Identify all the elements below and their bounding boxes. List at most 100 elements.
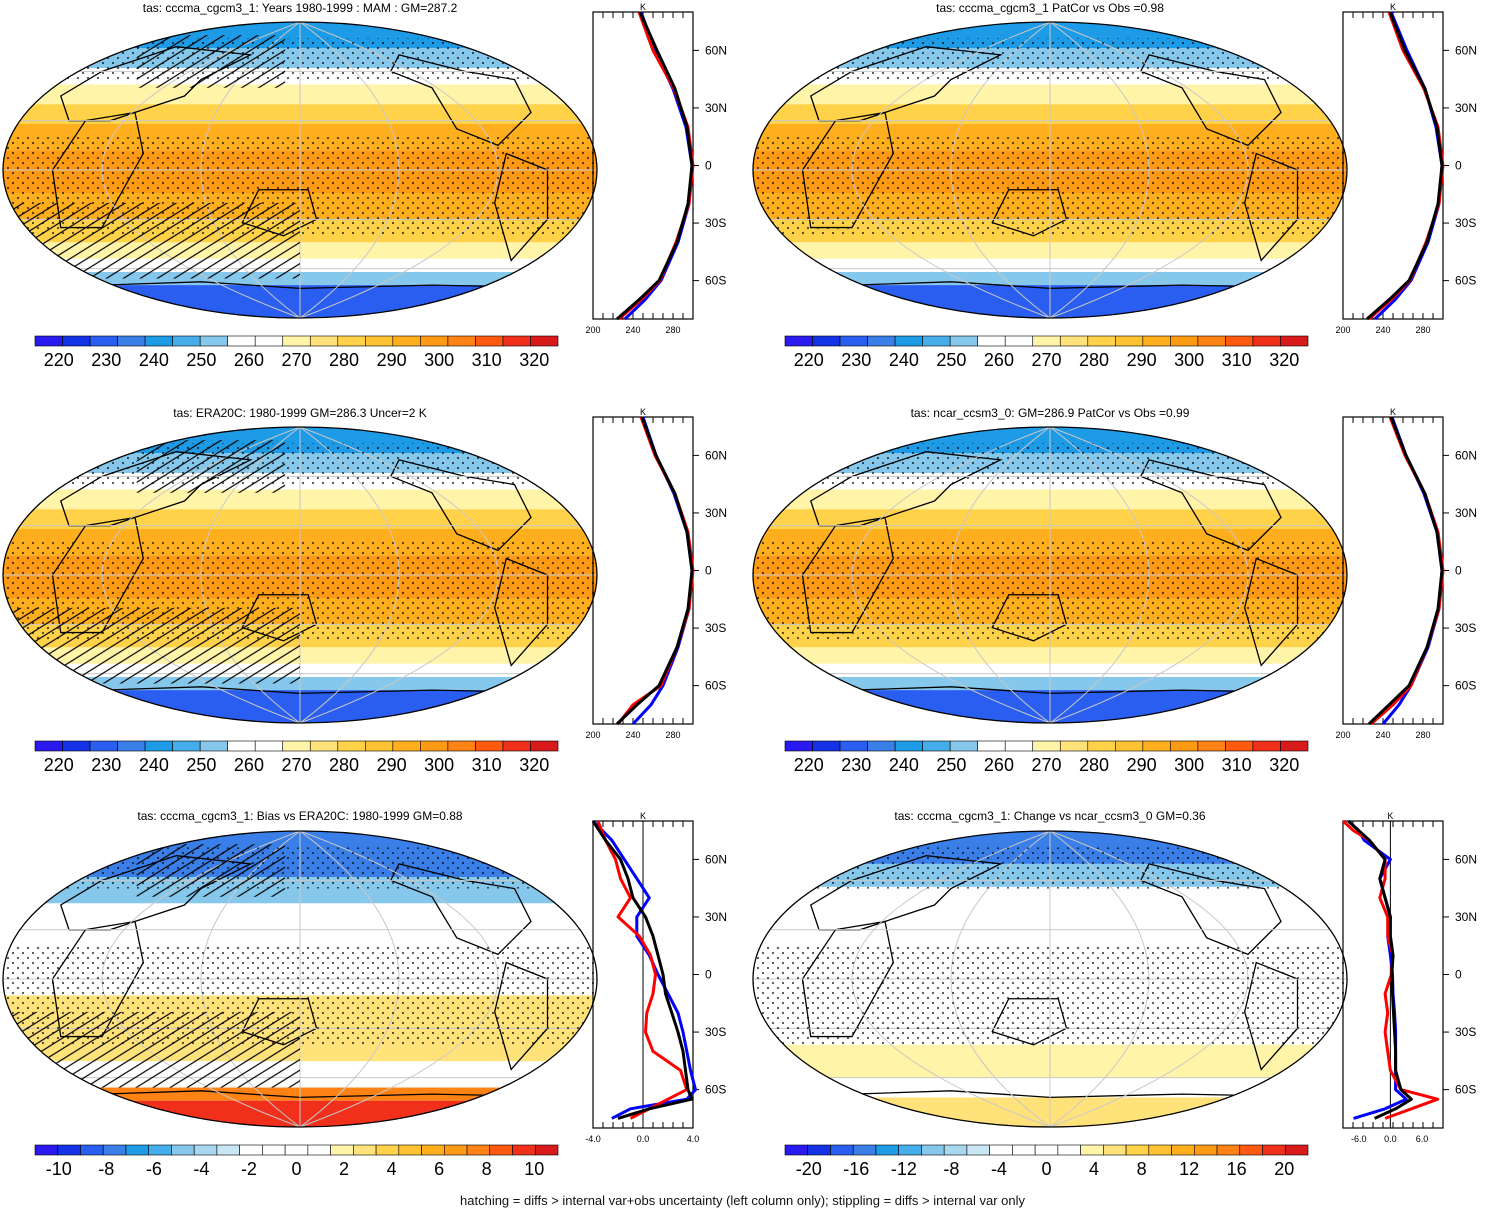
colorbar-label: -4	[991, 1159, 1007, 1179]
profile-ytick-label: 60N	[1455, 43, 1477, 57]
stippling	[753, 946, 1347, 1045]
profile-panel-2: 60N 30N 0 30S 60S 200 240 280 K	[1335, 2, 1477, 335]
colorbar-swatch	[365, 740, 394, 752]
colorbar-label: 300	[1174, 755, 1204, 775]
profile-xtick-label: 200	[585, 730, 600, 740]
colorbar-swatch	[199, 335, 228, 347]
map-title: tas: cccma_cgcm3_1: Years 1980-1999 : MA…	[143, 1, 458, 15]
colorbar-swatch	[1170, 335, 1199, 347]
profile-ytick-label: 60N	[705, 448, 727, 462]
colorbar-label: 230	[91, 350, 121, 370]
profile-panel-1: 60N 30N 0 30S 60S 200 240 280 K	[585, 2, 727, 335]
profile-ytick-label: 0	[705, 564, 712, 578]
map-title: tas: cccma_cgcm3_1: Bias vs ERA20C: 1980…	[137, 809, 462, 823]
profile-series-line	[615, 416, 694, 726]
colorbar-swatch	[784, 1144, 809, 1156]
colorbar-swatch	[1194, 1144, 1218, 1156]
colorbar-swatch	[1280, 740, 1309, 752]
colorbar-2: 220 230 240 250 260 270 280 290 300 310 320	[784, 335, 1309, 370]
colorbar-swatch	[1087, 740, 1116, 752]
profile-ytick-label: 60S	[705, 1083, 726, 1097]
map-panel-6: tas: cccma_cgcm3_1: Change vs ncar_ccsm3…	[752, 809, 1348, 1128]
profile-series-line	[618, 11, 695, 321]
colorbar-swatch	[949, 740, 978, 752]
profile-frame	[592, 11, 694, 320]
colorbar-label: 260	[984, 350, 1014, 370]
colorbar-swatch	[943, 1144, 968, 1156]
colorbar-label: 0	[291, 1159, 301, 1179]
profile-xtick-label: 4.0	[687, 1134, 700, 1144]
colorbar-swatch	[830, 1144, 854, 1156]
stippling	[3, 38, 597, 80]
figure-footnote: hatching = diffs > internal var+obs unce…	[460, 1193, 1025, 1208]
map-title: tas: ERA20C: 1980-1999 GM=286.3 Uncer=2 …	[173, 406, 426, 420]
profile-ytick-label: 0	[1455, 564, 1462, 578]
colorbar-swatch	[34, 1144, 59, 1156]
colorbar-swatch	[309, 740, 339, 752]
colorbar-label: 250	[936, 755, 966, 775]
profile-ytick-label: 60S	[705, 274, 726, 288]
map-panel-3: tas: ERA20C: 1980-1999 GM=286.3 Uncer=2 …	[2, 406, 598, 724]
colorbar-label: 0	[1041, 1159, 1051, 1179]
colorbar-label: 300	[1174, 350, 1204, 370]
colorbar-swatch	[1115, 740, 1144, 752]
colorbar-swatch	[1080, 1144, 1104, 1156]
colorbar-swatch	[148, 1144, 172, 1156]
profile-frame	[1342, 416, 1444, 725]
profile-ytick-label: 60S	[1455, 274, 1476, 288]
colorbar-swatch	[254, 335, 284, 347]
colorbar-swatch	[1115, 335, 1144, 347]
colorbar-label: 240	[139, 755, 169, 775]
map-border	[2, 426, 598, 724]
colorbar-label: 2	[339, 1159, 349, 1179]
profile-ytick-label: 30S	[705, 621, 726, 635]
colorbar-swatch	[144, 740, 173, 752]
colorbar-swatch	[512, 1144, 536, 1156]
profile-series-line	[1366, 11, 1444, 321]
profile-xtick-label: 240	[625, 325, 640, 335]
colorbar-label: 240	[889, 755, 919, 775]
map-title: tas: cccma_cgcm3_1 PatCor vs Obs =0.98	[936, 1, 1164, 15]
colorbar-label: 300	[424, 350, 454, 370]
colorbar-label: 230	[841, 350, 871, 370]
colorbar-swatch	[254, 740, 284, 752]
colorbar-swatch	[1142, 740, 1171, 752]
colorbar-swatch	[475, 335, 504, 347]
colorbar-swatch	[1170, 740, 1199, 752]
colorbar-swatch	[921, 1144, 945, 1156]
colorbar-label: 260	[234, 755, 264, 775]
colorbar-swatch	[447, 740, 476, 752]
colorbar-swatch	[1103, 1144, 1127, 1156]
profile-frame	[1342, 11, 1444, 320]
colorbar-label: 270	[1031, 755, 1061, 775]
profile-xtick-label: 0.0	[1384, 1134, 1397, 1144]
colorbar-swatch	[34, 335, 63, 347]
profile-ytick-label: 30N	[705, 910, 727, 924]
colorbar-swatch	[1225, 335, 1254, 347]
profile-series-line	[1367, 416, 1444, 726]
colorbar-swatch	[172, 335, 201, 347]
colorbar-label: 6	[434, 1159, 444, 1179]
colorbar-swatch	[1239, 1144, 1263, 1156]
colorbar-swatch	[1004, 740, 1034, 752]
colorbar-swatch	[117, 740, 146, 752]
colorbar-label: 300	[424, 755, 454, 775]
profile-series-line	[1370, 416, 1445, 726]
colorbar-swatch	[57, 1144, 81, 1156]
colorbar-swatch	[62, 740, 91, 752]
profile-xtick-label: 200	[1335, 325, 1350, 335]
map-border	[752, 426, 1348, 724]
colorbar-swatch	[102, 1144, 127, 1156]
colorbar-5: -10 -8 -6 -4 -2 0 2 4 6 8 10	[34, 1144, 559, 1179]
colorbar-swatch	[262, 1144, 286, 1156]
colorbar-swatch	[1252, 740, 1281, 752]
profile-panel-5: 60N 30N 0 30S 60S -4.0 0.0 4.0 K	[585, 811, 727, 1144]
colorbar-swatch	[839, 335, 868, 347]
colorbar-swatch	[284, 1144, 309, 1156]
colorbar-swatch	[199, 740, 228, 752]
colorbar-swatch	[353, 1144, 377, 1156]
colorbar-swatch	[1197, 335, 1226, 347]
colorbar-label: 270	[1031, 350, 1061, 370]
profile-ytick-label: 0	[705, 159, 712, 173]
